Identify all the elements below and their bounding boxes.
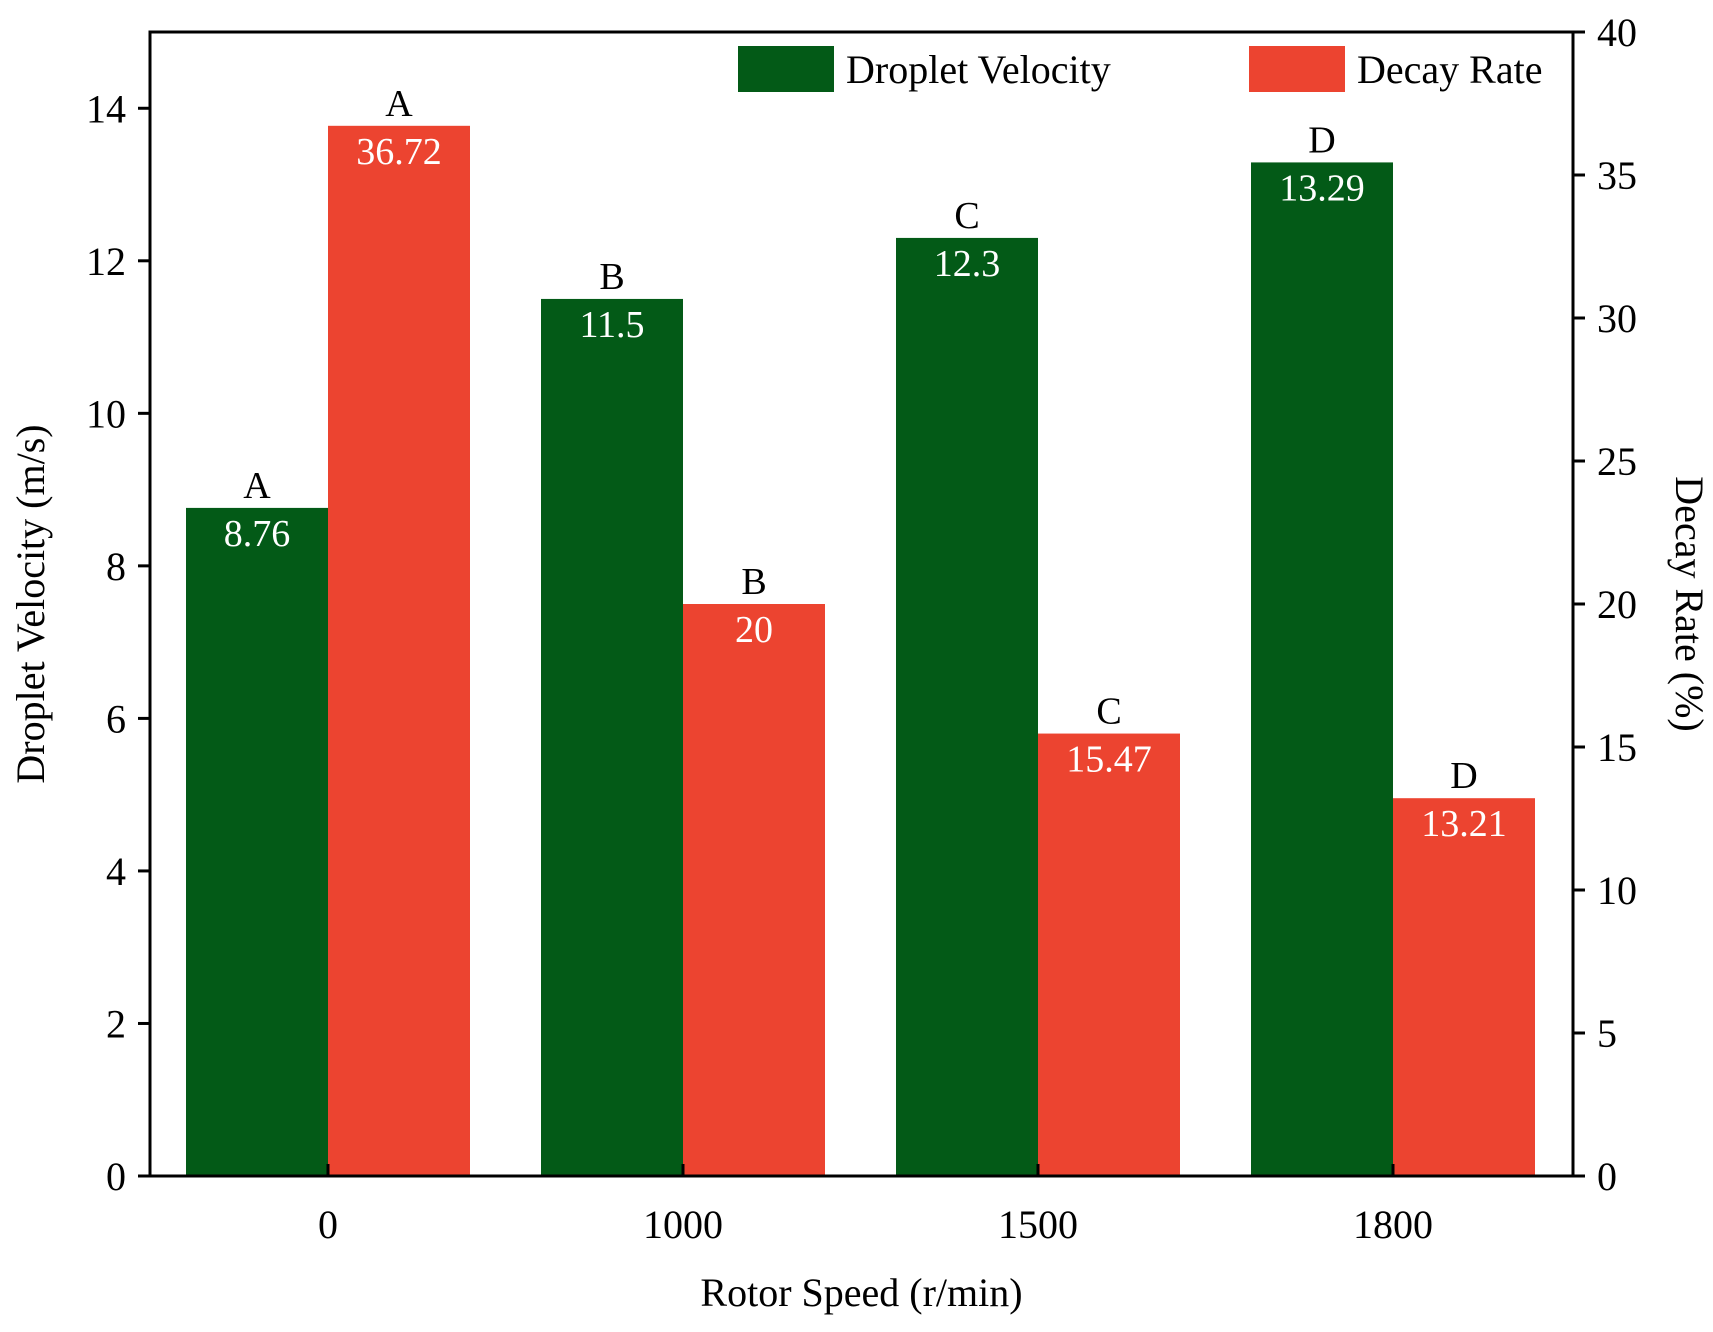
y-tick-label: 8 [106, 544, 126, 589]
y2-tick-label: 30 [1597, 296, 1637, 341]
y2-tick-label: 35 [1597, 153, 1637, 198]
group-letter-decay-rate: C [1096, 691, 1121, 733]
data-label-droplet-velocity: 11.5 [579, 304, 644, 346]
legend: Droplet Velocity Decay Rate [738, 46, 1542, 92]
y-axis-title: Droplet Velocity (m/s) [8, 424, 53, 783]
y2-tick-label: 15 [1597, 725, 1637, 770]
y2-tick-label: 25 [1597, 439, 1637, 484]
y-tick-label: 6 [106, 696, 126, 741]
data-label-droplet-velocity: 13.29 [1279, 167, 1365, 209]
bar-droplet-velocity [186, 507, 328, 1176]
data-label-droplet-velocity: 12.3 [934, 243, 1001, 285]
bars-layer [186, 125, 1535, 1177]
y-tick-label: 12 [86, 239, 126, 284]
x-tick-label: 1500 [998, 1202, 1078, 1247]
y-tick-label: 2 [106, 1001, 126, 1046]
group-letter-decay-rate: B [741, 561, 766, 603]
bar-decay-rate [1393, 798, 1535, 1176]
group-letter-droplet-velocity: A [243, 465, 271, 507]
y2-tick-label: 10 [1597, 868, 1637, 913]
legend-label-droplet-velocity: Droplet Velocity [846, 47, 1111, 92]
y-tick-label: 14 [86, 86, 126, 131]
legend-swatch-decay-rate [1249, 46, 1345, 92]
data-label-decay-rate: 13.21 [1421, 803, 1507, 845]
group-letter-droplet-velocity: C [954, 195, 979, 237]
group-letter-droplet-velocity: B [599, 256, 624, 298]
ticks-layer [138, 30, 1585, 1178]
group-letter-droplet-velocity: D [1308, 119, 1335, 161]
y-tick-label: 0 [106, 1154, 126, 1199]
labels-layer: 8.76A36.72A011.5B20B100012.3C15.47C15001… [86, 10, 1637, 1247]
y2-axis-title: Decay Rate (%) [1667, 476, 1712, 731]
legend-swatch-droplet-velocity [738, 46, 834, 92]
x-axis-title: Rotor Speed (r/min) [700, 1270, 1022, 1315]
group-letter-decay-rate: A [385, 83, 413, 125]
x-tick-label: 1800 [1353, 1202, 1433, 1247]
data-label-decay-rate: 36.72 [356, 131, 442, 173]
group-letter-decay-rate: D [1450, 755, 1477, 797]
data-label-droplet-velocity: 8.76 [224, 513, 291, 555]
x-tick-label: 0 [318, 1202, 338, 1247]
y-tick-label: 10 [86, 391, 126, 436]
bar-decay-rate [1038, 733, 1180, 1176]
bar-droplet-velocity [541, 298, 683, 1176]
data-label-decay-rate: 15.47 [1066, 739, 1152, 781]
y2-tick-label: 5 [1597, 1011, 1617, 1056]
bar-droplet-velocity [1251, 162, 1393, 1176]
bar-droplet-velocity [896, 237, 1038, 1177]
y-tick-label: 4 [106, 849, 126, 894]
bar-decay-rate [683, 604, 825, 1176]
y2-tick-label: 20 [1597, 582, 1637, 627]
data-label-decay-rate: 20 [735, 609, 773, 651]
bar-decay-rate [328, 125, 470, 1177]
y2-tick-label: 40 [1597, 10, 1637, 55]
x-tick-label: 1000 [643, 1202, 723, 1247]
y2-tick-label: 0 [1597, 1154, 1617, 1199]
legend-label-decay-rate: Decay Rate [1357, 47, 1542, 92]
